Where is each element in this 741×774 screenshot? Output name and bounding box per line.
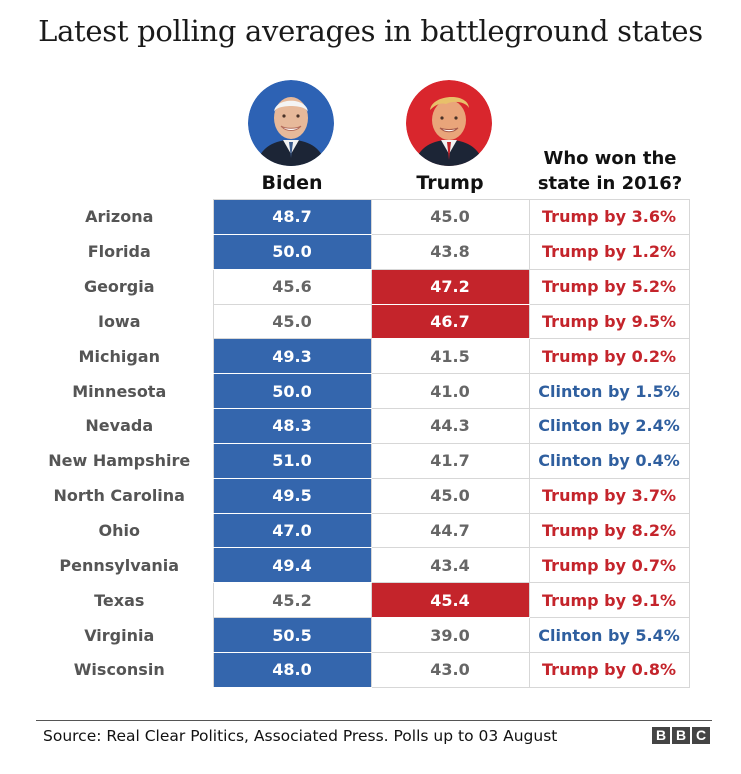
table-row: Georgia 45.6 47.2 Trump by 5.2%	[26, 269, 690, 305]
won-2016-value: Trump by 5.2%	[529, 269, 690, 305]
won-2016-value: Clinton by 5.4%	[529, 617, 690, 653]
bbc-logo-letter: C	[692, 727, 710, 744]
state-label: Wisconsin	[73, 660, 165, 680]
trump-poll-value: 41.5	[371, 338, 530, 375]
trump-poll-value: 39.0	[371, 617, 530, 653]
table-row: North Carolina 49.5 45.0 Trump by 3.7%	[26, 478, 690, 514]
state-label: Ohio	[98, 521, 140, 541]
state-label: New Hampshire	[48, 451, 191, 471]
trump-poll-value: 45.0	[371, 199, 530, 235]
state-label: Iowa	[97, 311, 141, 331]
biden-poll-value: 45.0	[212, 304, 372, 340]
trump-poll-value: 44.3	[371, 408, 530, 444]
biden-poll-value: 48.3	[212, 408, 372, 444]
state-label: Florida	[87, 242, 151, 262]
state-label: North Carolina	[53, 486, 185, 506]
state-label: Pennsylvania	[59, 555, 180, 575]
table-row: New Hampshire 51.0 41.7 Clinton by 0.4%	[26, 443, 690, 479]
biden-portrait-icon	[248, 80, 334, 166]
won-2016-value: Clinton by 1.5%	[529, 373, 690, 410]
won-2016-value: Trump by 0.7%	[529, 547, 690, 584]
biden-poll-value: 50.5	[212, 617, 372, 653]
trump-poll-value: 46.7	[371, 304, 530, 340]
trump-poll-value: 41.7	[371, 443, 530, 479]
column-header-2016-winner: Who won the state in 2016?	[537, 148, 683, 194]
state-label: Michigan	[78, 346, 160, 366]
biden-poll-value: 49.3	[212, 338, 372, 375]
table-row: Iowa 45.0 46.7 Trump by 9.5%	[26, 304, 690, 340]
trump-poll-value: 45.4	[371, 582, 530, 619]
column-header-biden: Biden	[261, 172, 323, 194]
chart-title: Latest polling averages in battleground …	[38, 14, 703, 48]
table-row: Pennsylvania 49.4 43.4 Trump by 0.7%	[26, 547, 690, 584]
trump-poll-value: 41.0	[371, 373, 530, 410]
won-2016-value: Trump by 3.7%	[529, 478, 690, 514]
won-2016-value: Trump by 1.2%	[529, 234, 690, 270]
biden-poll-value: 50.0	[212, 373, 372, 410]
won-2016-value: Trump by 3.6%	[529, 199, 690, 235]
won-2016-value: Trump by 9.1%	[529, 582, 690, 619]
table-row: Nevada 48.3 44.3 Clinton by 2.4%	[26, 408, 690, 444]
state-label: Texas	[94, 590, 145, 610]
won-2016-value: Trump by 0.2%	[529, 338, 690, 375]
won-2016-value: Clinton by 0.4%	[529, 443, 690, 479]
biden-poll-value: 49.5	[212, 478, 372, 514]
column-header-trump: Trump	[416, 172, 484, 194]
table-row: Ohio 47.0 44.7 Trump by 8.2%	[26, 513, 690, 549]
source-note: Source: Real Clear Politics, Associated …	[43, 727, 558, 745]
bbc-logo: B B C	[652, 727, 710, 744]
won-2016-value: Clinton by 2.4%	[529, 408, 690, 444]
trump-portrait-icon	[406, 80, 492, 166]
bbc-logo-letter: B	[652, 727, 670, 744]
table-row: Minnesota 50.0 41.0 Clinton by 1.5%	[26, 373, 690, 410]
biden-poll-value: 48.7	[212, 199, 372, 235]
footer-divider	[36, 720, 712, 721]
biden-poll-value: 49.4	[212, 547, 372, 584]
trump-poll-value: 44.7	[371, 513, 530, 549]
trump-poll-value: 47.2	[371, 269, 530, 305]
state-label: Virginia	[84, 625, 155, 645]
won-2016-value: Trump by 8.2%	[529, 513, 690, 549]
biden-poll-value: 45.2	[212, 582, 372, 619]
table-row: Michigan 49.3 41.5 Trump by 0.2%	[26, 338, 690, 375]
table-row: Wisconsin 48.0 43.0 Trump by 0.8%	[26, 652, 690, 688]
bbc-logo-letter: B	[672, 727, 690, 744]
trump-poll-value: 45.0	[371, 478, 530, 514]
trump-poll-value: 43.0	[371, 652, 530, 688]
state-label: Arizona	[85, 207, 154, 227]
biden-poll-value: 47.0	[212, 513, 372, 549]
state-label: Georgia	[83, 277, 155, 297]
biden-poll-value: 51.0	[212, 443, 372, 479]
biden-poll-value: 50.0	[212, 234, 372, 270]
biden-poll-value: 45.6	[212, 269, 372, 305]
table-row: Texas 45.2 45.4 Trump by 9.1%	[26, 582, 690, 619]
biden-poll-value: 48.0	[212, 652, 372, 688]
won-2016-value: Trump by 9.5%	[529, 304, 690, 340]
table-row: Virginia 50.5 39.0 Clinton by 5.4%	[26, 617, 690, 653]
state-label: Minnesota	[72, 381, 167, 401]
state-label: Nevada	[85, 416, 154, 436]
trump-poll-value: 43.4	[371, 547, 530, 584]
polling-table: Arizona 48.7 45.0 Trump by 3.6% Florida 50.0 4…	[26, 199, 690, 688]
table-row: Arizona 48.7 45.0 Trump by 3.6%	[26, 199, 690, 235]
trump-poll-value: 43.8	[371, 234, 530, 270]
won-2016-value: Trump by 0.8%	[529, 652, 690, 688]
table-row: Florida 50.0 43.8 Trump by 1.2%	[26, 234, 690, 270]
